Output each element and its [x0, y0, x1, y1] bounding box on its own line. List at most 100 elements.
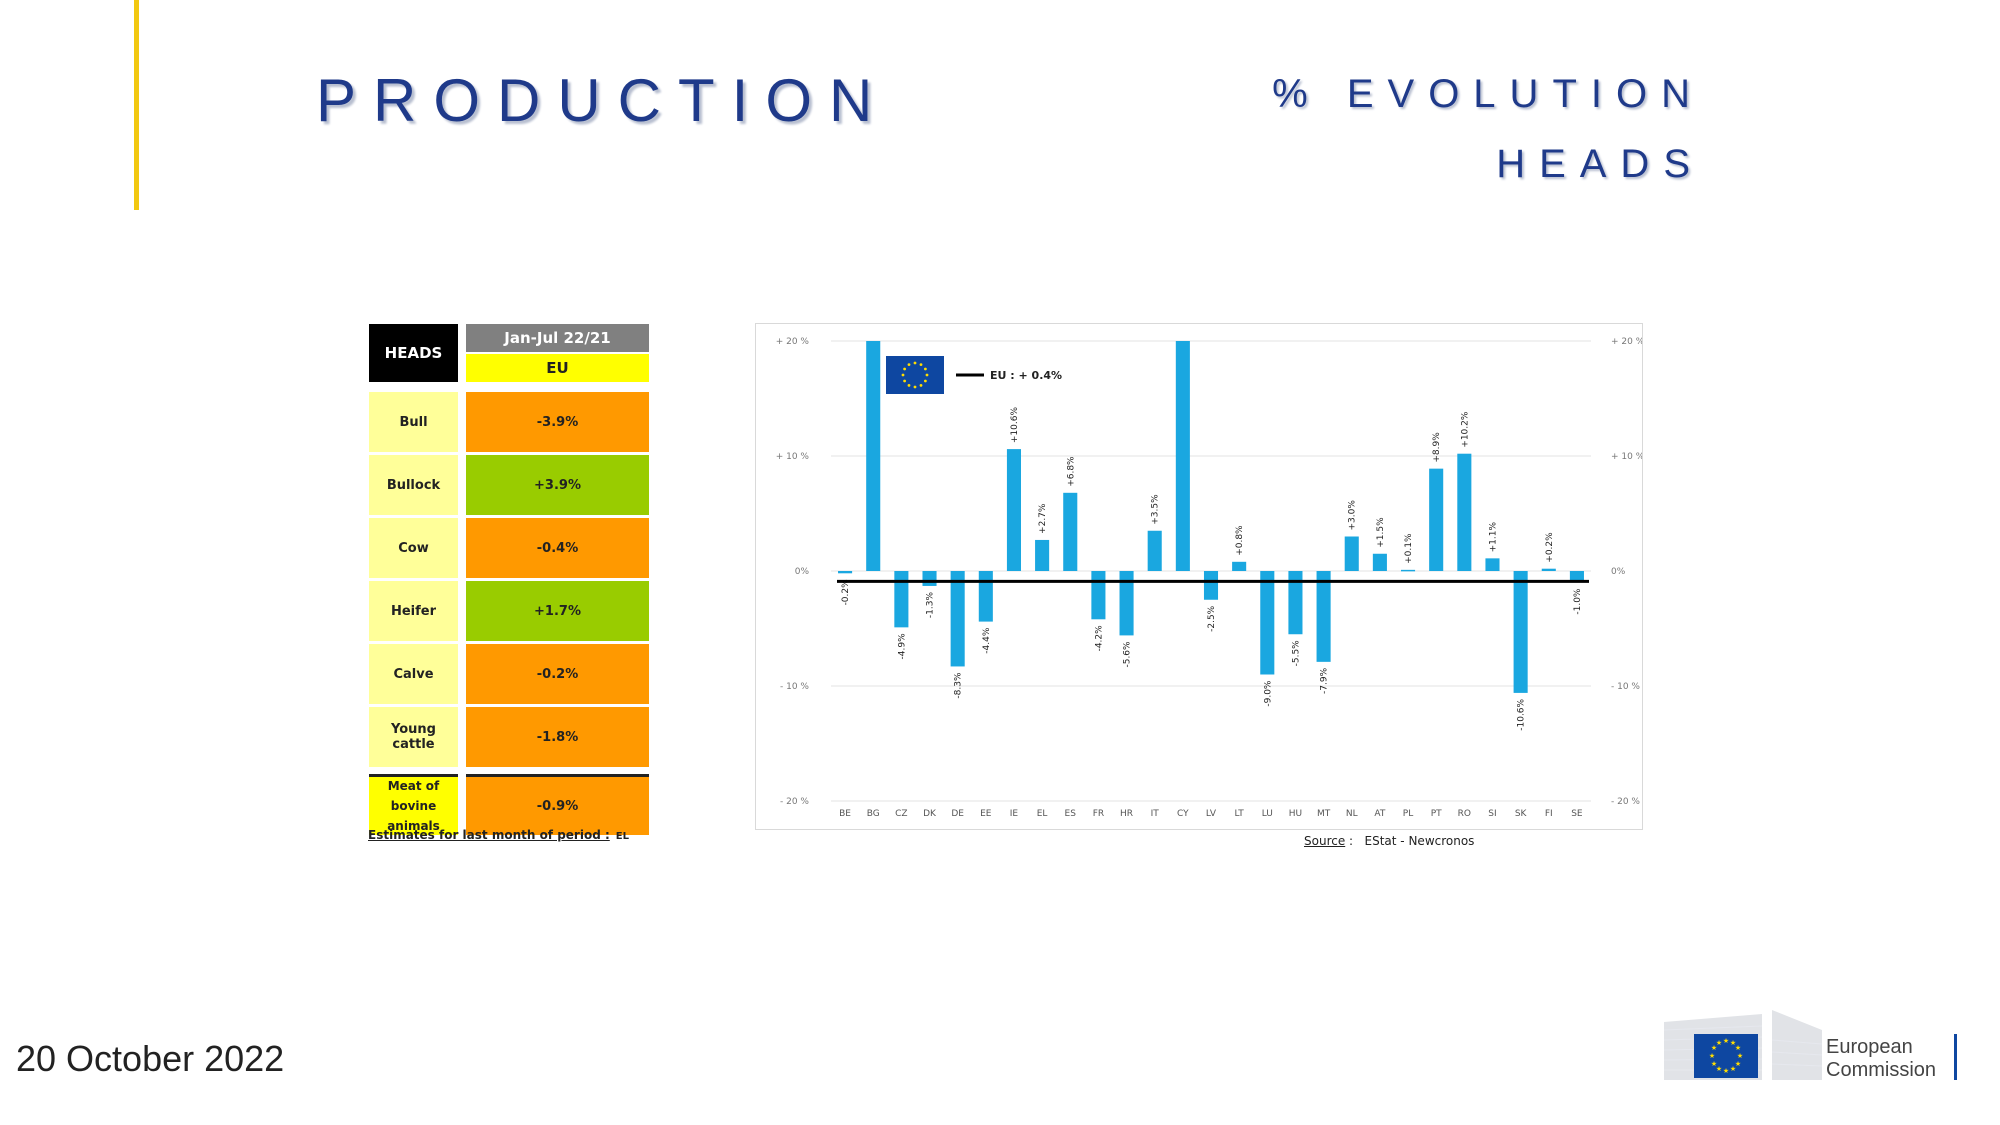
bar — [866, 341, 881, 571]
european-commission-logo: ★ ★★ ★★★ ★★★ ★★★ — [1663, 1010, 1823, 1080]
row-value-young-cattle: -1.8% — [466, 707, 649, 767]
page-subtitle-evolution: % EVOLUTION — [1272, 72, 1704, 116]
data-label: -4.4% — [982, 627, 992, 654]
data-label: -4.9% — [897, 633, 907, 660]
bar — [1119, 571, 1134, 636]
data-label: +0.2% — [1545, 532, 1555, 563]
data-label: -10.6% — [1517, 698, 1527, 730]
data-label: +8.9% — [1432, 432, 1442, 463]
eu-flag-star — [923, 379, 927, 383]
bar — [1203, 571, 1219, 600]
bar — [1401, 569, 1416, 572]
data-label: -8.3% — [954, 672, 964, 699]
y-tick-label-left: + 10 % — [776, 452, 810, 462]
bar — [1091, 571, 1106, 620]
x-tick-label: SK — [1515, 809, 1528, 819]
legend-label: EU : + 0.4% — [990, 369, 1062, 382]
x-tick-label: DK — [923, 809, 937, 819]
source-label: Source — [1304, 834, 1346, 848]
eu-flag-star — [925, 373, 929, 377]
estimates-note: Estimates for last month of period : EL — [368, 828, 629, 842]
data-label: -2.5% — [1207, 605, 1217, 632]
heads-header: HEADS — [369, 324, 458, 382]
bar — [1063, 492, 1078, 571]
accent-bar — [134, 0, 139, 210]
bar — [1569, 571, 1584, 583]
eu-flag-star — [913, 361, 917, 365]
eu-flag-star — [923, 367, 927, 371]
svg-text:★: ★ — [1716, 1039, 1722, 1047]
x-tick-label: IT — [1151, 809, 1160, 819]
y-tick-label-right: + 20 % — [1611, 337, 1642, 347]
data-label: -4.2% — [1094, 625, 1104, 652]
row-label-bullock: Bullock — [369, 455, 458, 515]
y-tick-label-right: - 20 % — [1611, 797, 1640, 807]
eu-flag-star — [919, 383, 923, 387]
x-tick-label: PL — [1403, 809, 1413, 819]
data-label: +10.2% — [1460, 411, 1470, 448]
y-tick-label-right: 0% — [1611, 567, 1626, 577]
estimates-note-label: Estimates for last month of period : — [368, 828, 610, 842]
eu-flag-star — [901, 373, 905, 377]
bar — [1288, 571, 1303, 635]
ec-logo-rule — [1954, 1034, 1957, 1080]
x-tick-label: BG — [867, 809, 880, 819]
row-label-cow: Cow — [369, 518, 458, 578]
y-tick-label-left: 0% — [795, 567, 810, 577]
x-tick-label: CZ — [895, 809, 907, 819]
bar — [1513, 571, 1528, 693]
data-label: +3.0% — [1348, 500, 1358, 531]
x-tick-label: EE — [980, 809, 992, 819]
svg-text:★: ★ — [1723, 1037, 1729, 1045]
svg-text:★: ★ — [1711, 1060, 1717, 1068]
eu-flag-star — [907, 383, 911, 387]
data-label: +0.8% — [1235, 525, 1245, 556]
footer-date: 20 October 2022 — [16, 1038, 285, 1079]
bar — [1541, 568, 1556, 571]
data-label: +3.5% — [1151, 494, 1161, 525]
bar — [1232, 561, 1247, 571]
x-tick-label: ES — [1065, 809, 1077, 819]
data-label: +1.5% — [1376, 517, 1386, 548]
svg-text:★: ★ — [1737, 1052, 1743, 1060]
data-label: -5.5% — [1291, 640, 1301, 667]
source-text: EStat - Newcronos — [1364, 834, 1475, 848]
row-value-bullock: +3.9% — [466, 455, 649, 515]
svg-text:★: ★ — [1735, 1060, 1741, 1068]
row-label-bull: Bull — [369, 392, 458, 452]
data-label: +2.7% — [1038, 503, 1048, 534]
row-label-calve: Calve — [369, 644, 458, 704]
eu-flag-star — [919, 363, 923, 367]
ec-logo-line1: European — [1826, 1036, 1913, 1058]
data-label: -9.0% — [1263, 680, 1273, 707]
data-label: -5.6% — [1123, 641, 1133, 668]
x-tick-label: LU — [1262, 809, 1273, 819]
bar — [1429, 468, 1444, 571]
x-tick-label: PT — [1431, 809, 1442, 819]
bar — [922, 571, 937, 586]
svg-text:★: ★ — [1711, 1044, 1717, 1052]
page-subtitle-heads: HEADS — [1496, 142, 1704, 186]
estimates-note-value: EL — [615, 831, 629, 842]
bar — [950, 571, 965, 667]
bar — [1457, 453, 1472, 571]
row-value-meat: -0.9% — [466, 774, 649, 835]
ec-logo-line2: Commission — [1826, 1059, 1937, 1081]
region-header: EU — [466, 354, 649, 382]
x-tick-label: MT — [1317, 809, 1331, 819]
x-tick-label: RO — [1458, 809, 1471, 819]
bar — [1372, 553, 1387, 571]
row-value-cow: -0.4% — [466, 518, 649, 578]
x-tick-label: SI — [1488, 809, 1496, 819]
row-value-bull: -3.9% — [466, 392, 649, 452]
bar — [1316, 571, 1331, 662]
x-tick-label: IE — [1010, 809, 1019, 819]
y-tick-label-left: - 20 % — [780, 797, 809, 807]
svg-text:★: ★ — [1709, 1052, 1715, 1060]
x-tick-label: AT — [1374, 809, 1385, 819]
x-tick-label: NL — [1346, 809, 1358, 819]
x-tick-label: HR — [1120, 809, 1133, 819]
data-label: -1.3% — [926, 592, 936, 619]
x-tick-label: SE — [1571, 809, 1583, 819]
row-label-young-cattle: Young cattle — [369, 707, 458, 767]
